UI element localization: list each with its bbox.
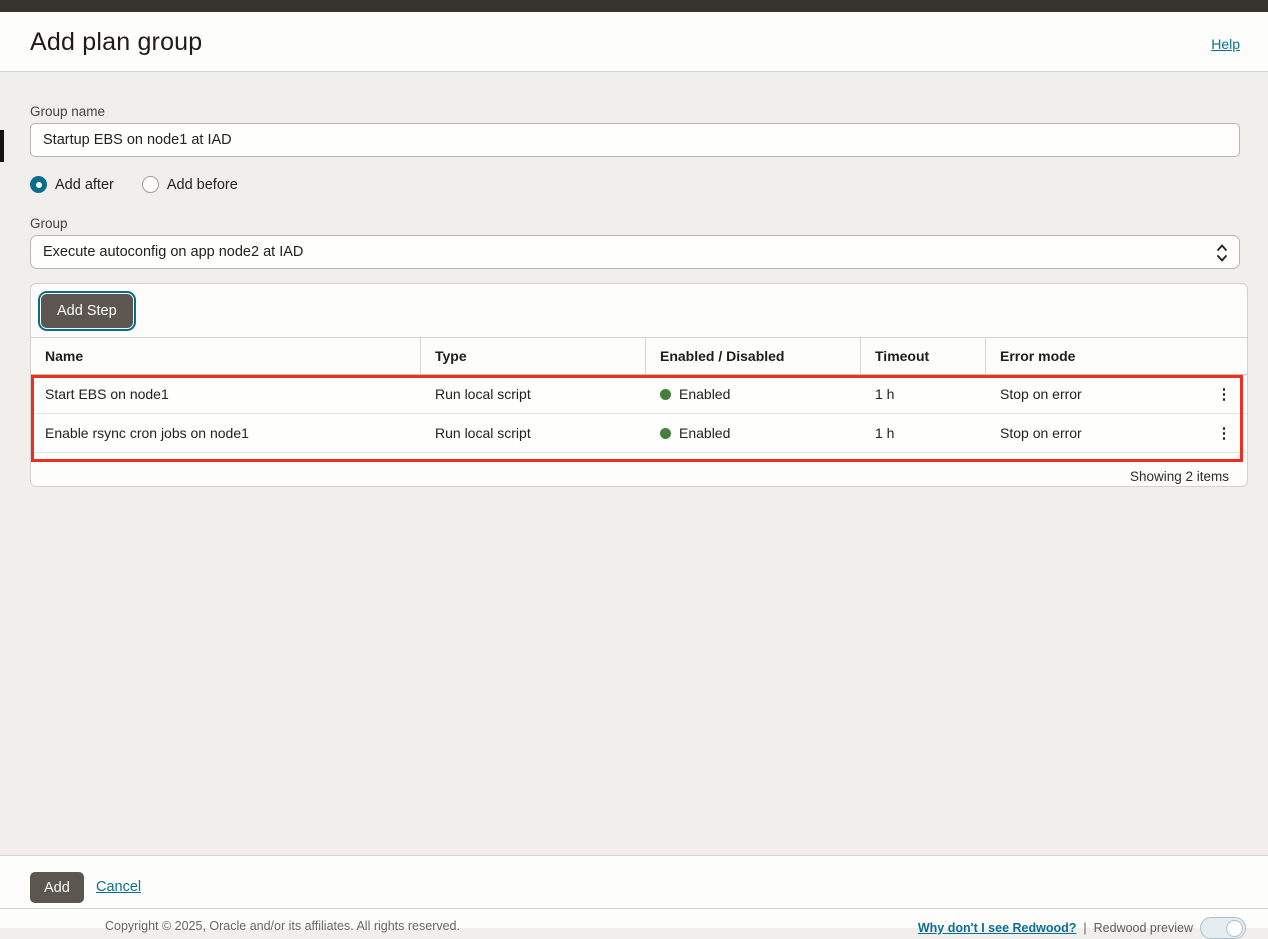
empty-table-strip xyxy=(31,453,1247,463)
column-header-name: Name xyxy=(31,338,421,374)
redwood-preview-label: Redwood preview xyxy=(1093,921,1193,935)
cell-error-mode: Stop on error xyxy=(1000,425,1082,441)
copyright-text: Copyright © 2025, Oracle and/or its affi… xyxy=(105,919,460,933)
cell-status: Enabled xyxy=(646,375,861,413)
cell-name: Enable rsync cron jobs on node1 xyxy=(45,425,249,441)
cell-type: Run local script xyxy=(435,425,531,441)
cancel-link[interactable]: Cancel xyxy=(96,879,142,895)
radio-add-before[interactable]: Add before xyxy=(141,176,238,193)
cell-timeout: 1 h xyxy=(875,386,895,402)
radio-unselected-icon[interactable] xyxy=(141,176,159,193)
cell-error-mode: Stop on error xyxy=(1000,386,1082,402)
row-actions-kebab-icon[interactable]: ⋮ xyxy=(1216,425,1232,442)
status-label: Enabled xyxy=(679,425,731,441)
add-button[interactable]: Add xyxy=(30,872,84,903)
cell-name: Start EBS on node1 xyxy=(45,386,169,402)
action-bar: Add Cancel xyxy=(0,855,1268,908)
group-select-value: Execute autoconfig on app node2 at IAD xyxy=(43,244,304,260)
group-name-input[interactable] xyxy=(30,123,1240,157)
browser-top-bar xyxy=(0,0,1268,12)
cell-timeout: 1 h xyxy=(875,425,895,441)
status-enabled-dot-icon xyxy=(660,388,671,400)
add-position-radio-group: Add after Add before xyxy=(30,176,238,193)
page-header: Add plan group Help xyxy=(0,12,1268,72)
radio-add-after-label: Add after xyxy=(55,176,114,193)
table-header-row: Name Type Enabled / Disabled Timeout Err… xyxy=(31,337,1247,375)
column-header-enabled: Enabled / Disabled xyxy=(646,338,861,374)
add-step-button[interactable]: Add Step xyxy=(38,291,136,331)
column-header-type: Type xyxy=(421,338,646,374)
group-label: Group xyxy=(30,216,68,231)
column-header-timeout: Timeout xyxy=(861,338,986,374)
steps-panel: Add Step Name Type Enabled / Disabled Ti… xyxy=(30,283,1248,487)
row-actions-kebab-icon[interactable]: ⋮ xyxy=(1216,386,1232,403)
select-chevrons-icon xyxy=(1215,241,1229,269)
radio-add-before-label: Add before xyxy=(166,176,238,193)
table-row[interactable]: Enable rsync cron jobs on node1 Run loca… xyxy=(31,414,1247,453)
cell-type: Run local script xyxy=(435,386,531,402)
group-select[interactable]: Execute autoconfig on app node2 at IAD xyxy=(30,235,1240,269)
help-link[interactable]: Help xyxy=(1211,36,1240,52)
radio-add-after[interactable]: Add after xyxy=(30,176,114,193)
left-edge-artifact xyxy=(0,130,4,162)
page-footer: Copyright © 2025, Oracle and/or its affi… xyxy=(0,908,1268,939)
page-title: Add plan group xyxy=(30,28,203,56)
footer-separator: | xyxy=(1083,921,1087,935)
toggle-knob xyxy=(1226,919,1243,937)
redwood-preview-toggle[interactable] xyxy=(1200,917,1246,939)
status-enabled-dot-icon xyxy=(660,427,671,439)
column-header-actions xyxy=(1201,338,1247,374)
status-label: Enabled xyxy=(679,386,731,402)
group-name-label: Group name xyxy=(30,104,106,119)
why-no-redwood-link[interactable]: Why don't I see Redwood? xyxy=(917,921,1077,935)
radio-selected-icon[interactable] xyxy=(30,176,47,193)
steps-table: Name Type Enabled / Disabled Timeout Err… xyxy=(31,337,1247,484)
footer-right-group: Why don't I see Redwood? | Redwood previ… xyxy=(918,917,1246,939)
table-summary: Showing 2 items xyxy=(1129,469,1229,484)
column-header-error-mode: Error mode xyxy=(1000,348,1076,364)
table-row[interactable]: Start EBS on node1 Run local script Enab… xyxy=(31,375,1247,414)
cell-status: Enabled xyxy=(646,414,861,452)
